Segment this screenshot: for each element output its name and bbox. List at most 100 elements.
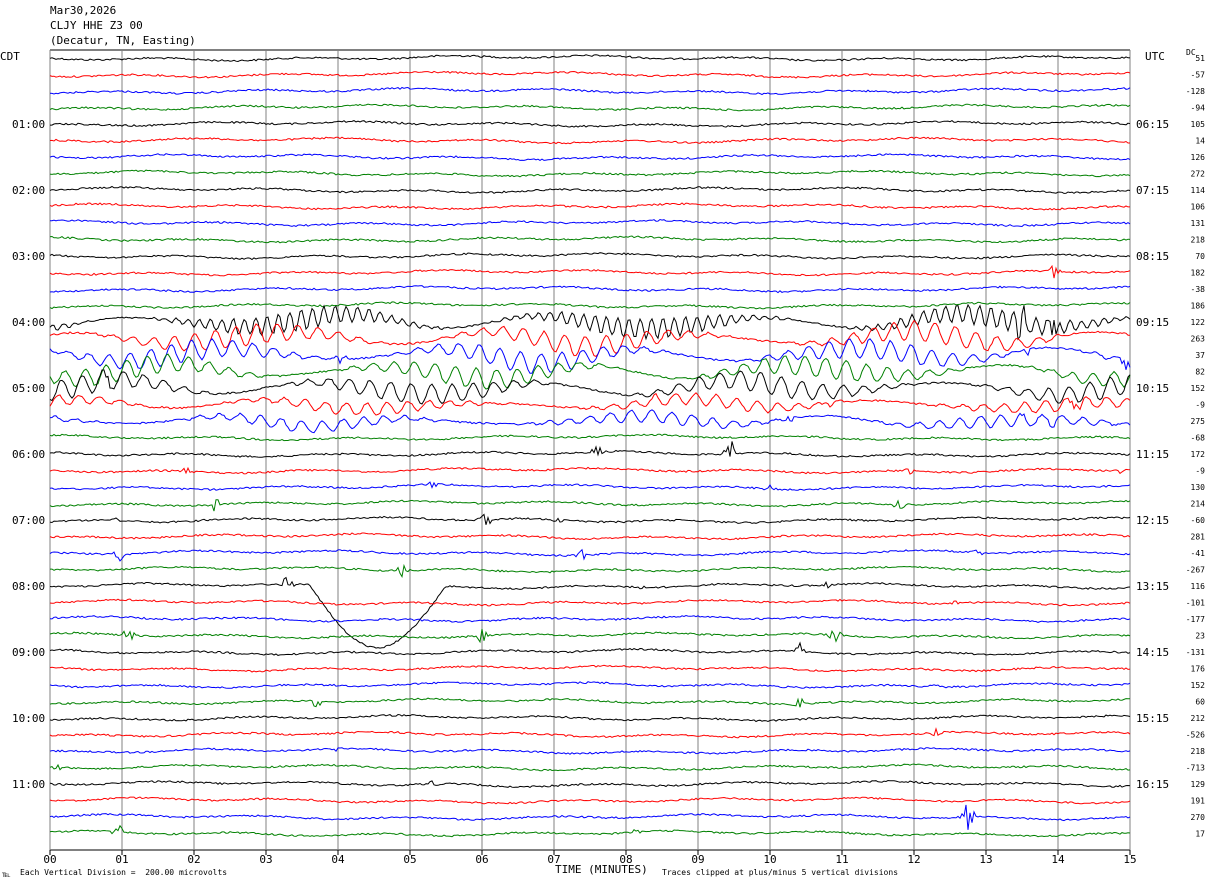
dc-offset-row-1: -57 (1191, 71, 1206, 80)
x-tick-label-02: 02 (187, 853, 200, 866)
right-time-label-0615: 06:15 (1136, 118, 1169, 131)
dc-offset-row-42: 218 (1191, 747, 1206, 756)
trace-row-10 (50, 218, 1131, 228)
right-time-label-1115: 11:15 (1136, 448, 1169, 461)
dc-offset-row-0: 51 (1195, 54, 1205, 63)
trace-row-32 (49, 576, 1131, 649)
dc-offset-row-17: 263 (1191, 335, 1206, 344)
trace-row-22 (49, 409, 1131, 434)
trace-row-30 (49, 548, 1131, 562)
trace-row-43 (49, 763, 1131, 772)
left-time-label-0800: 08:00 (12, 580, 45, 593)
dc-offset-row-43: -713 (1186, 764, 1205, 773)
x-axis-title: TIME (MINUTES) (555, 863, 648, 876)
trace-row-18 (49, 338, 1131, 374)
trace-row-28 (49, 513, 1131, 525)
trace-row-42 (49, 747, 1131, 755)
dc-offset-row-30: -41 (1191, 549, 1206, 558)
trace-row-27 (49, 499, 1131, 512)
dc-offset-row-36: -131 (1186, 648, 1205, 657)
left-time-label-0200: 02:00 (12, 184, 45, 197)
dc-offset-row-13: 182 (1191, 269, 1206, 278)
dc-offset-row-16: 122 (1191, 318, 1206, 327)
trace-row-26 (49, 481, 1131, 491)
dc-offset-row-32: 116 (1191, 582, 1206, 591)
left-time-label-1000: 10:00 (12, 712, 45, 725)
dc-offset-row-22: 275 (1191, 417, 1206, 426)
x-tick-label-13: 13 (979, 853, 992, 866)
trace-row-17 (49, 319, 1130, 357)
dc-offset-row-31: -267 (1186, 566, 1205, 575)
dc-offset-row-23: -68 (1191, 434, 1206, 443)
x-tick-label-10: 10 (763, 853, 776, 866)
trace-row-21 (49, 392, 1131, 416)
dc-offset-row-38: 152 (1191, 681, 1206, 690)
trace-row-40 (49, 713, 1131, 723)
trace-row-7 (49, 169, 1131, 178)
left-time-label-0900: 09:00 (12, 646, 45, 659)
dc-offset-row-10: 131 (1191, 219, 1206, 228)
dc-offset-row-44: 129 (1191, 780, 1206, 789)
dc-offset-row-27: 214 (1191, 500, 1206, 509)
x-tick-label-09: 09 (691, 853, 704, 866)
dc-offset-row-26: 130 (1191, 483, 1206, 492)
x-tick-label-01: 01 (115, 853, 128, 866)
trace-row-5 (49, 136, 1130, 145)
trace-row-8 (49, 185, 1131, 194)
right-time-label-1015: 10:15 (1136, 382, 1169, 395)
trace-row-35 (49, 629, 1131, 644)
trace-row-15 (49, 301, 1131, 310)
trace-row-24 (49, 441, 1131, 458)
trace-row-4 (50, 119, 1131, 128)
x-tick-label-05: 05 (403, 853, 416, 866)
dc-offset-row-9: 106 (1191, 203, 1206, 212)
x-tick-label-07: 07 (547, 853, 560, 866)
dc-offset-row-21: -9 (1195, 401, 1205, 410)
trace-row-11 (49, 235, 1131, 244)
left-time-label-0600: 06:00 (12, 448, 45, 461)
dc-offset-row-45: 191 (1191, 797, 1206, 806)
left-time-label-0500: 05:00 (12, 382, 45, 395)
trace-row-14 (49, 285, 1131, 294)
dc-offset-row-6: 126 (1191, 153, 1206, 162)
dc-offset-row-8: 114 (1191, 186, 1206, 195)
right-time-label-0915: 09:15 (1136, 316, 1169, 329)
trace-row-16 (49, 303, 1131, 341)
right-time-label-1315: 13:15 (1136, 580, 1169, 593)
scale-note: Each Vertical Division = 200.00 microvol… (20, 868, 228, 877)
trace-row-41 (49, 727, 1131, 739)
trace-row-6 (49, 153, 1131, 161)
dc-offset-row-33: -101 (1186, 599, 1205, 608)
clip-note: Traces clipped at plus/minus 5 vertical … (662, 868, 899, 877)
trace-row-9 (49, 202, 1130, 211)
trace-row-0 (49, 54, 1131, 63)
dc-offset-row-35: 23 (1195, 632, 1205, 641)
right-time-label-0715: 07:15 (1136, 184, 1169, 197)
chart-date: Mar30,2026 (50, 4, 117, 17)
x-tick-label-04: 04 (331, 853, 345, 866)
dc-offset-row-3: -94 (1191, 104, 1206, 113)
dc-offset-row-2: -128 (1186, 87, 1205, 96)
left-timezone-label: CDT (0, 50, 20, 63)
footer-mark: ℡ (2, 870, 11, 879)
trace-row-13 (49, 264, 1131, 279)
trace-row-19 (49, 353, 1131, 390)
dc-offset-row-34: -177 (1186, 615, 1205, 624)
trace-row-44 (49, 779, 1131, 788)
dc-offset-row-29: 281 (1191, 533, 1206, 542)
right-time-label-1415: 14:15 (1136, 646, 1169, 659)
dc-label: DC (1186, 48, 1196, 57)
x-tick-label-15: 15 (1123, 853, 1136, 866)
left-time-label-0700: 07:00 (12, 514, 45, 527)
trace-row-29 (49, 532, 1131, 541)
dc-offset-row-11: 218 (1191, 236, 1206, 245)
trace-row-37 (49, 664, 1131, 673)
trace-row-33 (49, 598, 1131, 607)
x-tick-label-12: 12 (907, 853, 920, 866)
dc-offset-row-25: -9 (1195, 467, 1205, 476)
left-time-label-1100: 11:00 (12, 778, 45, 791)
dc-offset-row-46: 270 (1191, 813, 1206, 822)
trace-row-38 (49, 681, 1131, 689)
trace-row-2 (49, 86, 1131, 96)
